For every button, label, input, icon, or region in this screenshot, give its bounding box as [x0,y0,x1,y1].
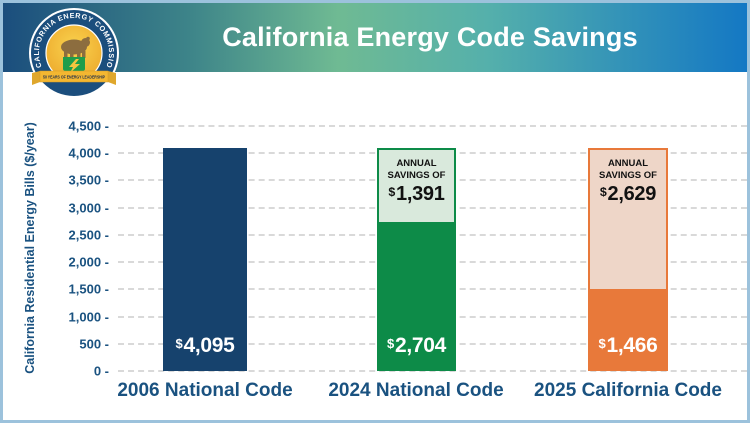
bill-amount: 2,704 [394,334,446,357]
page-title: California Energy Code Savings [222,22,638,52]
x-label-2025-california-code: 2025 California Code [534,380,722,401]
bar-value-label: $1,466 [588,334,668,358]
y-tick-label: 3,500 - [68,172,109,188]
savings-heading: ANNUAL SAVINGS OF [387,158,446,181]
x-label-2006-national-code: 2006 National Code [117,380,293,401]
y-axis-title: California Residential Energy Bills ($/y… [23,122,37,374]
bar-value-label: $4,095 [163,334,247,358]
y-tick-label: 2,000 - [68,254,109,270]
lightning-bolt-icon [69,59,80,73]
y-tick-label: 500 - [79,336,109,352]
ribbon-text: 50 YEARS OF ENERGY LEADERSHIP [43,75,105,80]
bar-value-label: $2,704 [377,334,456,358]
y-tick-label: 4,000 - [68,145,109,161]
currency-sign: $ [599,184,607,199]
y-tick-label: 4,500 - [68,118,109,134]
bar-2006-national-code: $4,095 [163,148,247,371]
cec-logo: CALIFORNIA ENERGY COMMISSION 50 YEARS O [21,3,124,107]
bear-icon [61,36,90,58]
bar-2024-national-code: ANNUAL SAVINGS OF $1,391 $2,704 [377,148,456,371]
savings-amount: $2,629 [599,182,657,205]
plot-area: $4,095 ANNUAL SAVINGS OF $1,391 $2,704 A… [118,125,747,372]
ribbon-banner: 50 YEARS OF ENERGY LEADERSHIP [32,70,116,85]
bill-amount: 4,095 [183,334,235,357]
x-label-2024-national-code: 2024 National Code [328,380,504,401]
currency-sign: $ [175,335,183,351]
currency-sign: $ [598,335,606,351]
gridline [118,370,747,372]
y-tick-labels: 0 - 500 - 1,000 - 1,500 - 2,000 - 2,500 - 3,00… [43,119,109,379]
savings-box-2024: ANNUAL SAVINGS OF $1,391 [377,148,456,224]
savings-amount: $1,391 [388,182,445,205]
savings-box-2025: ANNUAL SAVINGS OF $2,629 [588,148,668,291]
currency-sign: $ [388,184,396,199]
y-tick-label: 3,000 - [68,200,109,216]
y-tick-label: 2,500 - [68,227,109,243]
bill-amount: 1,466 [606,334,658,357]
y-tick-label: 1,000 - [68,309,109,325]
header-banner: California Energy Code Savings [3,3,747,72]
currency-sign: $ [386,335,394,351]
y-tick-label: 0 - [93,363,109,379]
x-axis-labels: 2006 National Code 2024 National Code 20… [117,380,747,406]
savings-heading: ANNUAL SAVINGS OF [599,158,657,181]
y-tick-label: 1,500 - [68,281,109,297]
cec-seal-icon: CALIFORNIA ENERGY COMMISSION 50 YEARS O [21,3,119,98]
gridline [118,125,747,127]
bar-2025-california-code: ANNUAL SAVINGS OF $2,629 $1,466 [588,148,668,371]
